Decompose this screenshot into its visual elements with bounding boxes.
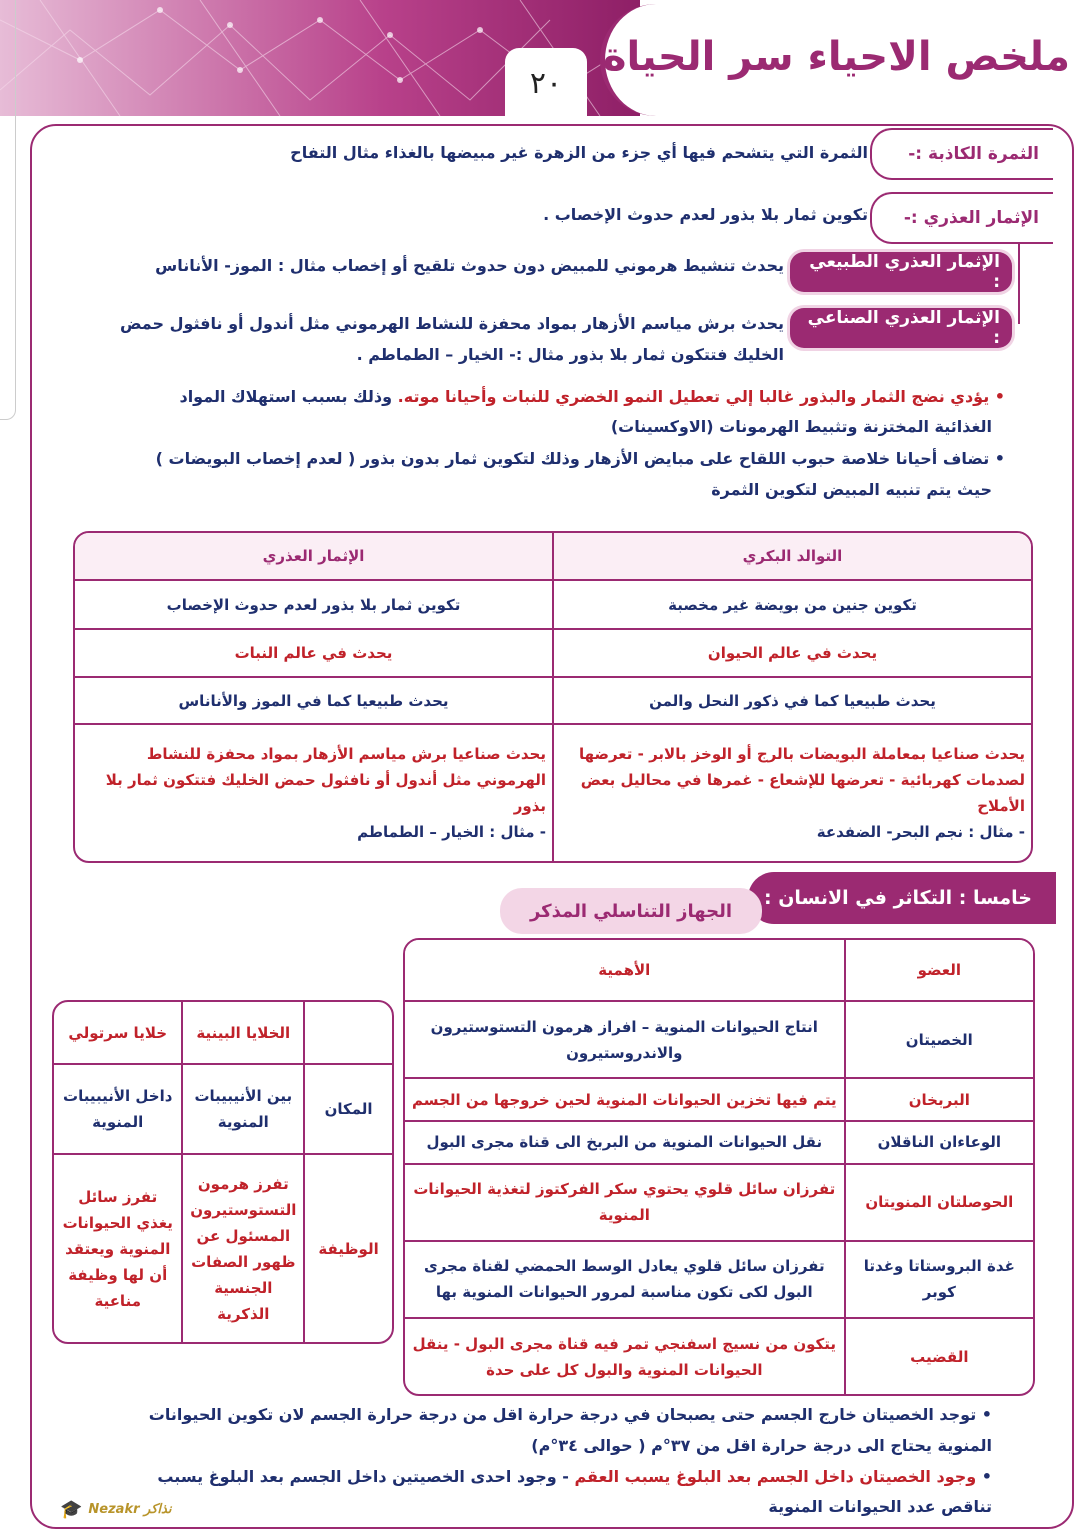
- organ-cell: البربخان: [843, 1077, 1033, 1123]
- table-cell: يحدث طبيعيا كما في ذكور النحل والمن: [552, 676, 1031, 725]
- table-cell: يحدث صناعيا بمعاملة البويضات بالرج أو ال…: [578, 745, 1025, 815]
- def-label-parthenocarpy: الإثمار العذري :-: [870, 192, 1053, 244]
- importance-cell: تفرزان سائل قلوي يعادل الوسط الحمضي لقنا…: [405, 1239, 846, 1320]
- table-row: يحدث طبيعيا كما في ذكور النحل والمن يحدث …: [75, 676, 1031, 725]
- table-cell: تفرز هرمون التستوستيرون المسئول عن ظهور …: [181, 1153, 306, 1342]
- bullet-line2: الغذائية المختزنة وتثبيط الهرمونات (الاو…: [610, 417, 992, 436]
- table-row: الوظيفة تفرز هرمون التستوستيرون المسئول ع…: [54, 1153, 392, 1342]
- cells-table: الخلايا البينية خلايا سرتولي المكان بين ال…: [52, 1000, 394, 1344]
- graduation-cap-icon: 🎓: [60, 1498, 83, 1520]
- table-row: المكان بين الأنيبيبات المنوية داخل الأنيبي…: [54, 1063, 392, 1155]
- bullet-line2: حيث يتم تنبيه المبيض لتكوين الثمرة: [711, 480, 992, 499]
- page-edge: [0, 0, 16, 420]
- table-cell: تكوين ثمار بلا بذور لعدم حدوث الإخصاب: [75, 579, 554, 630]
- bullet-item: • توجد الخصيتان خارج الجسم حتى يصبحان في…: [148, 1405, 992, 1424]
- table-cell: الوظيفة: [303, 1153, 392, 1342]
- table-row: البربخان يتم فيها تخزين الحيوانات المنوية…: [405, 1077, 1033, 1123]
- table-row: القضيب يتكون من نسيج اسفنجي تمر فيه قناة …: [405, 1317, 1033, 1394]
- organs-table: العضو الأهمية الخصيتان انتاج الحيوانات الم…: [403, 938, 1035, 1396]
- importance-cell: يتم فيها تخزين الحيوانات المنوية لحين خر…: [405, 1077, 846, 1123]
- section-heading: خامسا : التكاثر في الانسان :: [748, 872, 1056, 924]
- organ-cell: الخصيتان: [843, 1000, 1033, 1080]
- table-row: تكوين جنين من بويضة غير مخصبة تكوين ثمار …: [75, 579, 1031, 630]
- bullet-line2: المنوية يحتاج الى درجة حرارة اقل من ٣٧°م…: [531, 1436, 992, 1455]
- bullet-line2: تناقص عدد الحيوانات المنوية: [768, 1497, 992, 1516]
- table-cell: تفرز سائل يغذي الحيوانات المنوية ويعتقد …: [54, 1153, 184, 1342]
- table-cell: يحدث في عالم النبات: [75, 628, 554, 678]
- table-row: الخصيتان انتاج الحيوانات المنوية – افراز …: [405, 1000, 1033, 1080]
- page-title: ملخص الاحياء سر الحياة: [602, 34, 1070, 80]
- bullet-text: تضاف أحيانا خلاصة حبوب اللقاح على مبايض …: [155, 449, 990, 468]
- def-text-false-fruit: الثمرة التي يتشحم فيها أي جزء من الزهرة …: [290, 143, 868, 162]
- nezakr-watermark-logo: 🎓 Nezakr نذاكر: [60, 1494, 230, 1524]
- importance-cell: انتاج الحيوانات المنوية – افراز هرمون ال…: [405, 1000, 846, 1080]
- organ-cell: غدة البروستاتا وغدتا كوبر: [843, 1239, 1033, 1320]
- table-cell: المكان: [303, 1063, 392, 1155]
- bullet-item: • تضاف أحيانا خلاصة حبوب اللقاح على مباي…: [155, 449, 1005, 468]
- def-text-parthenocarpy: تكوين ثمار بلا بذور لعدم حدوث الإخصاب .: [543, 205, 868, 224]
- def-text-artificial: يحدث برش مياسم الأزهار بمواد محفزة للنشا…: [119, 314, 784, 333]
- table-cell: يحدث طبيعيا كما في الموز والأناناس: [75, 676, 554, 725]
- table-row: الحوصلتان المنويتان تفرزان سائل قلوي يحتو…: [405, 1162, 1033, 1242]
- table-cell-example: - مثال : نجم البحر- الضفدعة: [816, 823, 1025, 841]
- bullet-text: - وجود احدى الخصيتين داخل الجسم بعد البل…: [157, 1467, 575, 1486]
- importance-cell: نقل الحيوانات المنوية من البربخ الى قناة…: [405, 1120, 846, 1165]
- network-pattern-icon: [0, 0, 640, 116]
- title-panel: ملخص الاحياء سر الحياة: [600, 4, 1080, 116]
- organ-cell: القضيب: [843, 1317, 1033, 1394]
- table-header: خلايا سرتولي: [54, 1002, 184, 1065]
- table-row: الوعاءان الناقلان نقل الحيوانات المنوية م…: [405, 1120, 1033, 1165]
- def-label-natural: الإثمار العذري الطبيعي :: [790, 252, 1012, 292]
- def-label-artificial: الإثمار العذري الصناعي :: [790, 308, 1012, 348]
- table-header: الإثمار العذري: [75, 533, 554, 581]
- bullet-text: وذلك بسبب استهلاك المواد: [179, 387, 398, 406]
- bullet-item: • وجود الخصيتان داخل الجسم بعد البلوغ يس…: [157, 1467, 992, 1486]
- def-label-false-fruit: الثمرة الكاذبة :-: [870, 128, 1053, 180]
- bullet-red-text: يؤدي نضج الثمار والبذور غالبا إلي تعطيل …: [397, 387, 990, 406]
- comparison-table: التوالد البكري الإثمار العذري تكوين جنين …: [73, 531, 1033, 863]
- section-subheading: الجهاز التناسلي المذكر: [500, 888, 762, 934]
- table-header: الخلايا البينية: [181, 1002, 306, 1065]
- organ-cell: الحوصلتان المنويتان: [843, 1162, 1033, 1242]
- table-header: الأهمية: [405, 940, 846, 1003]
- content-frame: [30, 124, 1074, 1529]
- table-header: [303, 1002, 392, 1065]
- bullet-red-text: وجود الخصيتان داخل الجسم بعد البلوغ يسبب…: [574, 1467, 977, 1486]
- table-cell: بين الأنيبيبات المنوية: [181, 1063, 306, 1155]
- table-header: التوالد البكري: [552, 533, 1031, 581]
- watermark-text: Nezakr نذاكر: [88, 1501, 172, 1517]
- connector-line: [1018, 244, 1020, 324]
- def-text-natural: يحدث تنشيط هرموني للمبيض دون حدوث تلقيح …: [155, 256, 784, 275]
- table-header: العضو: [843, 940, 1033, 1003]
- importance-cell: تفرزان سائل قلوي يحتوي سكر الفركتوز لتغذ…: [405, 1162, 846, 1242]
- bullet-text: توجد الخصيتان خارج الجسم حتى يصبحان في د…: [148, 1405, 977, 1424]
- organ-cell: الوعاءان الناقلان: [843, 1120, 1033, 1165]
- table-cell: داخل الأنيبيبات المنوية: [54, 1063, 184, 1155]
- importance-cell: يتكون من نسيج اسفنجي تمر فيه قناة مجرى ا…: [405, 1317, 846, 1394]
- table-cell-example: - مثال : الخيار – الطماطم: [357, 823, 546, 841]
- table-row: يحدث في عالم الحيوان يحدث في عالم النبات: [75, 628, 1031, 678]
- table-cell: تكوين جنين من بويضة غير مخصبة: [552, 579, 1031, 630]
- def-text-artificial-2: الخليك فتتكون ثمار بلا بذور مثال :- الخي…: [356, 345, 784, 364]
- page-number: ٢٠: [505, 48, 587, 116]
- table-row: يحدث صناعيا بمعاملة البويضات بالرج أو ال…: [75, 723, 1031, 861]
- bullet-item: • يؤدي نضج الثمار والبذور غالبا إلي تعطي…: [179, 387, 1005, 406]
- table-row: غدة البروستاتا وغدتا كوبر تفرزان سائل قلو…: [405, 1239, 1033, 1320]
- table-cell: يحدث صناعيا برش مياسم الأزهار بمواد محفز…: [105, 745, 546, 815]
- table-cell: يحدث في عالم الحيوان: [552, 628, 1031, 678]
